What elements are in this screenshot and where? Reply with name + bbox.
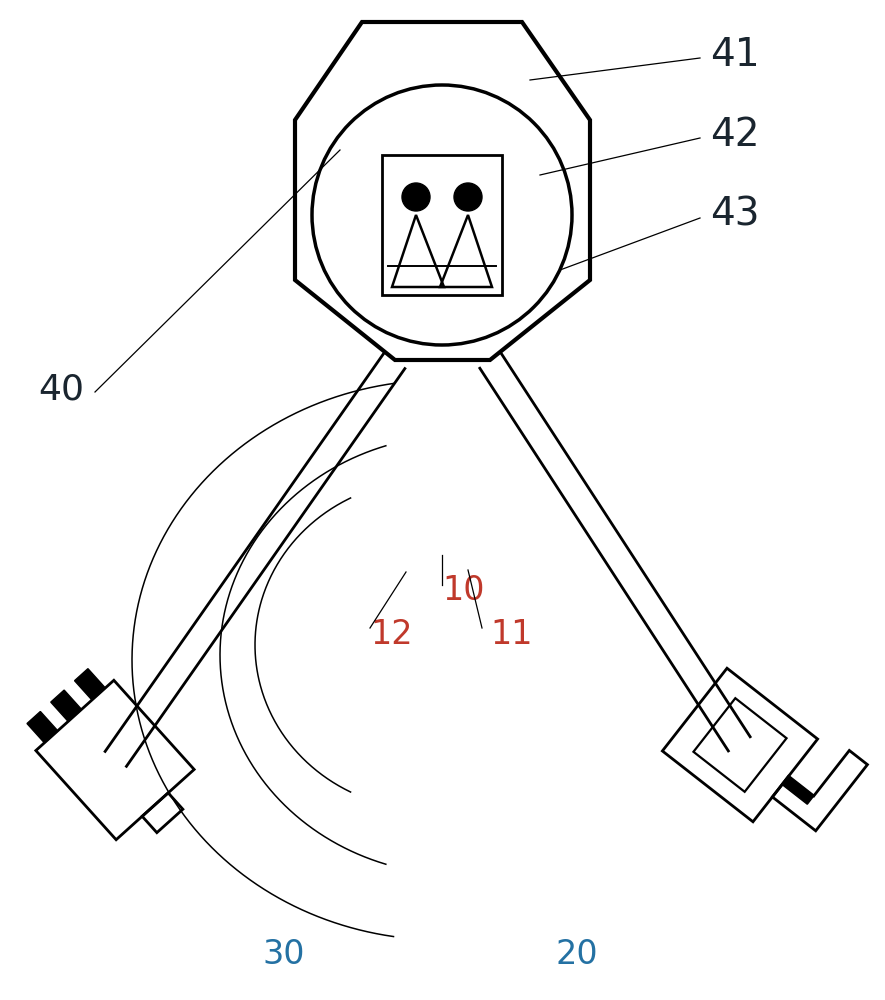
Text: 10: 10	[442, 574, 484, 606]
Text: 12: 12	[370, 618, 412, 652]
Bar	[382, 155, 502, 295]
Text: 42: 42	[710, 116, 759, 154]
Text: 43: 43	[710, 196, 759, 234]
Text: 30: 30	[262, 938, 304, 972]
Polygon shape	[782, 776, 814, 804]
Circle shape	[402, 183, 430, 211]
Polygon shape	[74, 669, 105, 700]
Text: 41: 41	[710, 36, 759, 74]
Polygon shape	[27, 711, 58, 743]
Text: 40: 40	[38, 373, 84, 407]
Text: 20: 20	[555, 938, 597, 972]
Circle shape	[454, 183, 482, 211]
Text: 11: 11	[490, 618, 533, 652]
Polygon shape	[50, 690, 81, 721]
